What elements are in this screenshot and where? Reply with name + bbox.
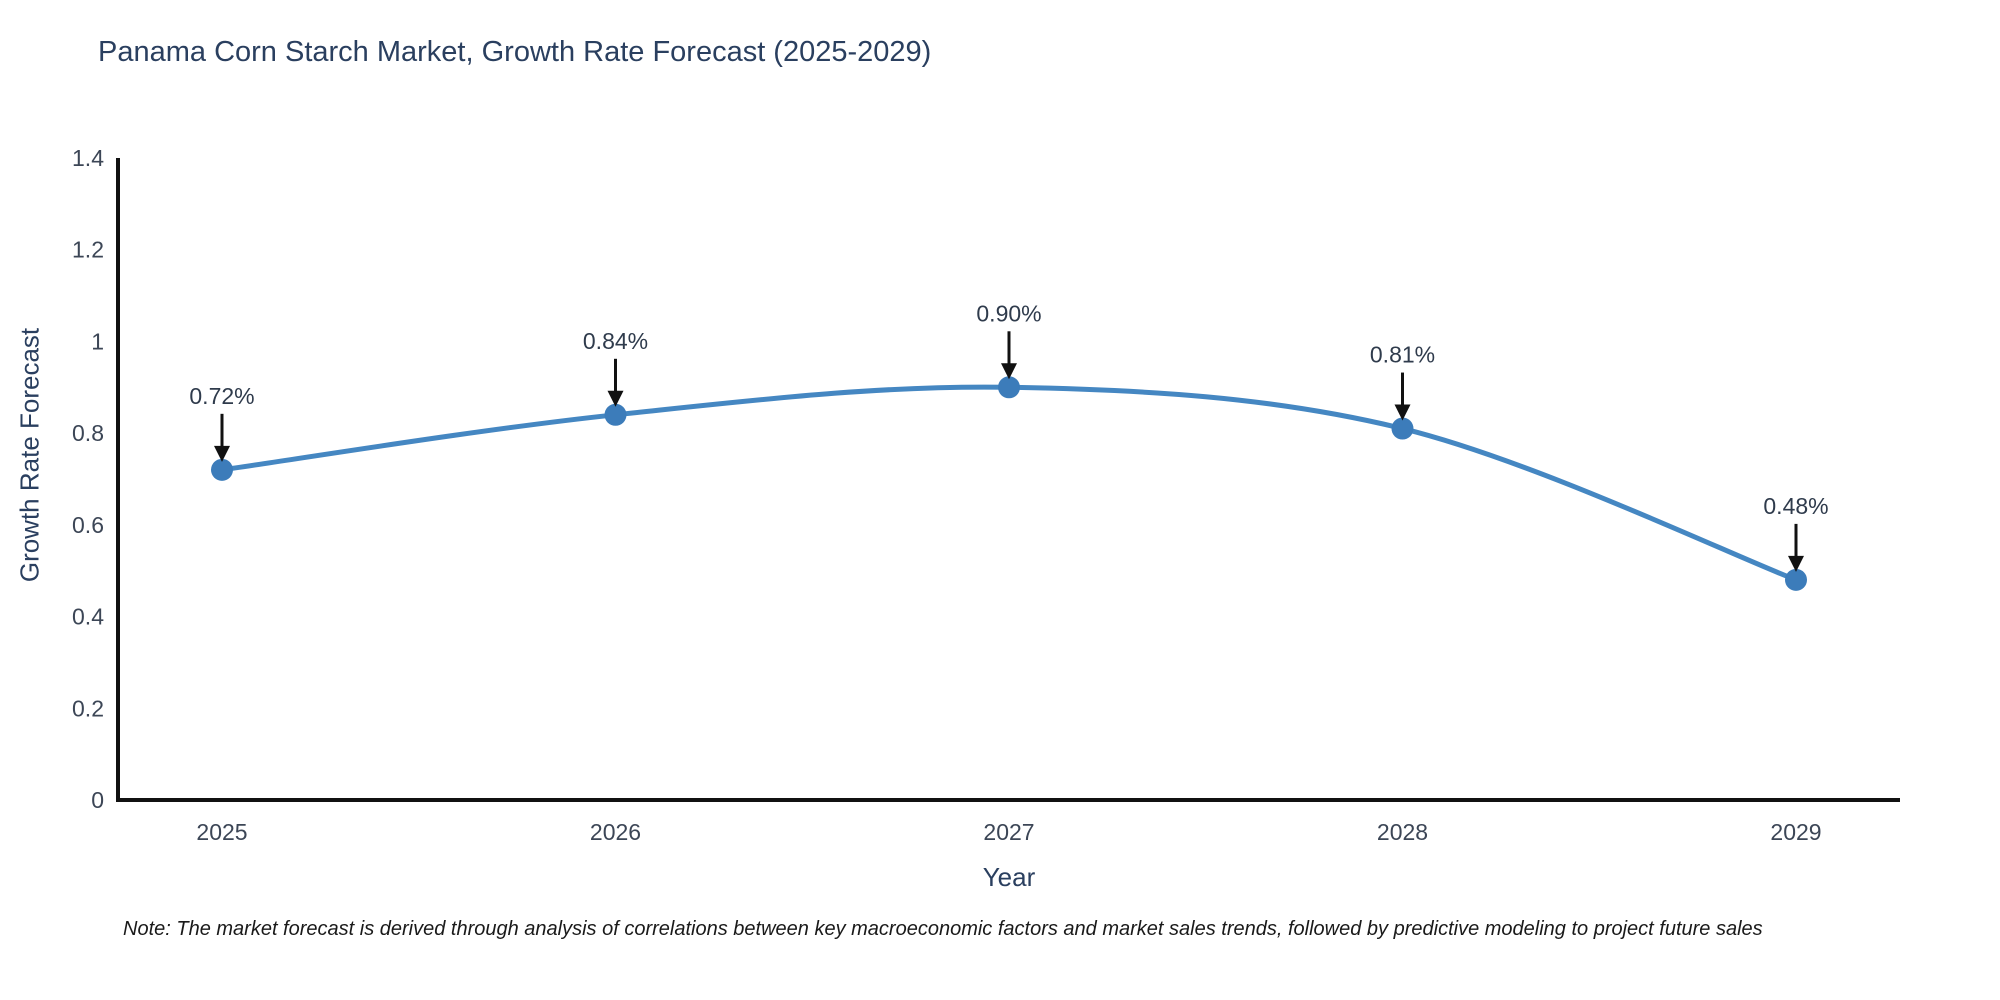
y-tick-label: 0.6 bbox=[72, 512, 104, 538]
y-tick-label: 0.4 bbox=[72, 604, 104, 630]
annotation-arrow-head bbox=[1788, 555, 1804, 572]
annotation-arrow-head bbox=[1001, 363, 1017, 380]
annotation-arrow-head bbox=[214, 445, 230, 462]
point-annotation: 0.48% bbox=[1763, 493, 1828, 519]
data-point bbox=[1391, 417, 1414, 440]
point-annotation: 0.72% bbox=[189, 383, 254, 409]
x-tick-label: 2026 bbox=[590, 819, 641, 845]
point-annotation: 0.90% bbox=[976, 300, 1041, 326]
y-tick-label: 0.2 bbox=[72, 695, 104, 721]
y-tick-label: 0.8 bbox=[72, 420, 104, 446]
point-annotation: 0.84% bbox=[583, 328, 648, 354]
data-point bbox=[1785, 568, 1807, 591]
annotation-arrow-head bbox=[1394, 404, 1411, 421]
data-point bbox=[211, 458, 233, 481]
data-point bbox=[604, 403, 627, 426]
x-axis-title: Year bbox=[982, 862, 1036, 892]
y-tick-label: 1 bbox=[91, 328, 104, 354]
x-tick-label: 2027 bbox=[983, 819, 1034, 845]
x-tick-label: 2025 bbox=[196, 819, 247, 845]
x-tick-label: 2029 bbox=[1770, 819, 1821, 845]
y-tick-label: 1.2 bbox=[72, 237, 104, 263]
point-annotation: 0.81% bbox=[1370, 342, 1435, 368]
y-tick-label: 0 bbox=[91, 787, 104, 813]
data-point bbox=[998, 376, 1020, 399]
chart-title: Panama Corn Starch Market, Growth Rate F… bbox=[98, 36, 932, 68]
trend-line bbox=[221, 384, 1797, 583]
annotation-arrow-head bbox=[607, 390, 624, 407]
x-tick-label: 2028 bbox=[1377, 819, 1428, 845]
y-axis-title: Growth Rate Forecast bbox=[14, 327, 45, 583]
chart-footnote: Note: The market forecast is derived thr… bbox=[123, 918, 1763, 940]
y-tick-label: 1.4 bbox=[72, 145, 104, 171]
